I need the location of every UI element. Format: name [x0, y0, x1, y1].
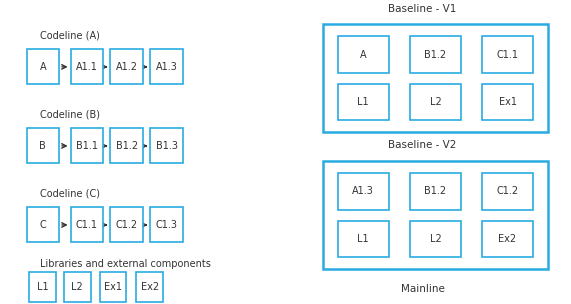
FancyBboxPatch shape	[409, 84, 461, 120]
FancyBboxPatch shape	[71, 128, 103, 164]
Text: Libraries and external components: Libraries and external components	[40, 259, 211, 269]
Text: L1: L1	[357, 234, 369, 244]
Text: B1.2: B1.2	[116, 141, 138, 151]
Text: A1.3: A1.3	[156, 62, 178, 72]
FancyBboxPatch shape	[409, 36, 461, 73]
FancyBboxPatch shape	[111, 128, 143, 164]
FancyBboxPatch shape	[26, 128, 59, 164]
FancyBboxPatch shape	[323, 24, 548, 132]
FancyBboxPatch shape	[150, 208, 183, 243]
Text: L2: L2	[429, 234, 441, 244]
Text: L2: L2	[429, 97, 441, 107]
Text: C1.3: C1.3	[156, 220, 178, 230]
FancyBboxPatch shape	[482, 221, 533, 257]
FancyBboxPatch shape	[111, 208, 143, 243]
FancyBboxPatch shape	[337, 221, 389, 257]
FancyBboxPatch shape	[26, 50, 59, 84]
FancyBboxPatch shape	[71, 50, 103, 84]
FancyBboxPatch shape	[337, 173, 389, 209]
FancyBboxPatch shape	[150, 128, 183, 164]
FancyBboxPatch shape	[136, 272, 163, 302]
FancyBboxPatch shape	[337, 84, 389, 120]
FancyBboxPatch shape	[409, 221, 461, 257]
Text: Baseline - V2: Baseline - V2	[388, 140, 457, 150]
Text: B: B	[39, 141, 46, 151]
Text: A1.2: A1.2	[116, 62, 138, 72]
FancyBboxPatch shape	[482, 173, 533, 209]
FancyBboxPatch shape	[482, 84, 533, 120]
FancyBboxPatch shape	[71, 208, 103, 243]
FancyBboxPatch shape	[111, 50, 143, 84]
Text: A: A	[39, 62, 46, 72]
Text: B1.3: B1.3	[156, 141, 178, 151]
FancyBboxPatch shape	[30, 272, 56, 302]
FancyBboxPatch shape	[482, 36, 533, 73]
Text: Codeline (A): Codeline (A)	[40, 30, 100, 40]
FancyBboxPatch shape	[337, 36, 389, 73]
FancyBboxPatch shape	[64, 272, 91, 302]
Text: Mainline: Mainline	[401, 285, 444, 294]
FancyBboxPatch shape	[150, 50, 183, 84]
FancyBboxPatch shape	[323, 161, 548, 269]
FancyBboxPatch shape	[409, 173, 461, 209]
Text: Codeline (B): Codeline (B)	[40, 109, 100, 119]
Text: C: C	[39, 220, 46, 230]
Text: L2: L2	[71, 282, 83, 292]
FancyBboxPatch shape	[26, 208, 59, 243]
Text: L1: L1	[37, 282, 49, 292]
Text: B1.1: B1.1	[76, 141, 98, 151]
Text: C1.1: C1.1	[76, 220, 98, 230]
Text: A: A	[360, 50, 367, 60]
Text: L1: L1	[357, 97, 369, 107]
Text: B1.2: B1.2	[424, 186, 447, 196]
Text: Ex2: Ex2	[140, 282, 159, 292]
Text: C1.2: C1.2	[116, 220, 138, 230]
Text: Baseline - V1: Baseline - V1	[388, 4, 457, 14]
Text: B1.2: B1.2	[424, 50, 447, 60]
Text: A1.3: A1.3	[352, 186, 374, 196]
Text: Ex2: Ex2	[498, 234, 517, 244]
Text: C1.2: C1.2	[497, 186, 518, 196]
Text: Codeline (C): Codeline (C)	[40, 188, 100, 199]
Text: A1.1: A1.1	[76, 62, 98, 72]
Text: C1.1: C1.1	[497, 50, 518, 60]
Text: Ex1: Ex1	[498, 97, 517, 107]
Text: Ex1: Ex1	[104, 282, 122, 292]
FancyBboxPatch shape	[100, 272, 127, 302]
